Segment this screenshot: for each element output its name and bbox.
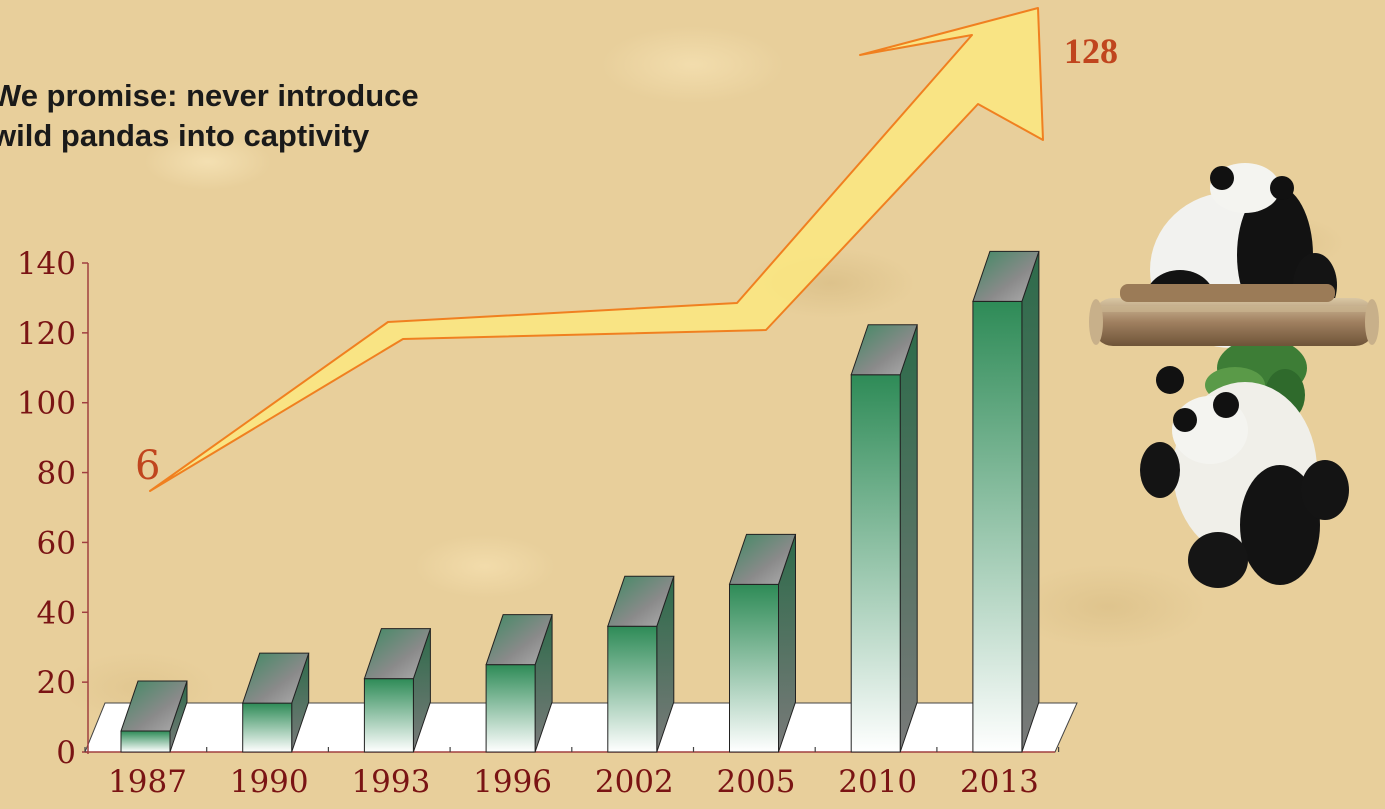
bar-front xyxy=(363,678,414,753)
bar-cap xyxy=(242,652,310,704)
bar-front xyxy=(485,664,536,753)
x-tick-label: 1993 xyxy=(351,764,430,800)
bar-side xyxy=(1021,251,1040,753)
bar xyxy=(120,680,188,753)
bar-front xyxy=(607,625,658,753)
bar-front xyxy=(120,730,171,753)
headline-line-1: We promise: never introduce xyxy=(0,78,419,113)
floor-plane xyxy=(84,702,1078,753)
y-tick-label: 80 xyxy=(37,456,76,492)
trend-arrow xyxy=(149,7,1044,492)
bar xyxy=(607,575,675,753)
headline-line-2: wild pandas into captivity xyxy=(0,118,370,153)
headline: We promise: never introduce wild pandas … xyxy=(0,76,419,156)
bar xyxy=(850,324,918,753)
bar-cap xyxy=(363,628,432,680)
lower-panda xyxy=(1140,366,1349,588)
bar-cap xyxy=(485,614,553,666)
bar-front xyxy=(850,374,901,753)
bar-cap xyxy=(120,680,188,732)
bar xyxy=(485,614,553,753)
y-tick-label: 20 xyxy=(37,665,76,701)
bar xyxy=(728,533,797,753)
y-tick-label: 40 xyxy=(37,595,76,631)
panda-photo xyxy=(1089,163,1379,588)
bar xyxy=(242,652,310,753)
x-tick-label: 2005 xyxy=(717,764,796,800)
log-perch xyxy=(1089,284,1379,346)
x-tick-label: 1987 xyxy=(108,764,187,800)
y-tick-label: 60 xyxy=(37,525,76,561)
x-tick-label: 1990 xyxy=(230,764,309,800)
x-tick-labels: 1987 1990 1993 1996 2002 2005 2010 2013 xyxy=(108,764,1039,800)
x-tick-label: 2010 xyxy=(838,764,917,800)
bar-cap xyxy=(972,250,1040,302)
y-tick-label: 0 xyxy=(56,735,76,771)
start-value-label: 6 xyxy=(135,443,160,489)
y-axis: 0 20 40 60 80 100 120 140 xyxy=(17,246,1060,771)
bar-front xyxy=(729,583,779,753)
bar-front xyxy=(972,300,1023,753)
bar-side xyxy=(899,324,918,753)
bar-cap xyxy=(607,575,675,627)
x-tick-label: 2013 xyxy=(960,764,1039,800)
bar-cap xyxy=(728,533,797,585)
bar xyxy=(972,250,1040,753)
bars xyxy=(120,250,1040,753)
bar-cap xyxy=(850,324,918,376)
x-tick-label: 1996 xyxy=(473,764,552,800)
y-tick-label: 120 xyxy=(17,316,76,352)
y-tick-label: 140 xyxy=(17,246,76,282)
bar xyxy=(363,628,432,753)
bar-front xyxy=(242,702,293,753)
y-tick-label: 100 xyxy=(17,386,76,422)
x-tick-label: 2002 xyxy=(595,764,674,800)
end-value-label: 128 xyxy=(1064,31,1118,71)
